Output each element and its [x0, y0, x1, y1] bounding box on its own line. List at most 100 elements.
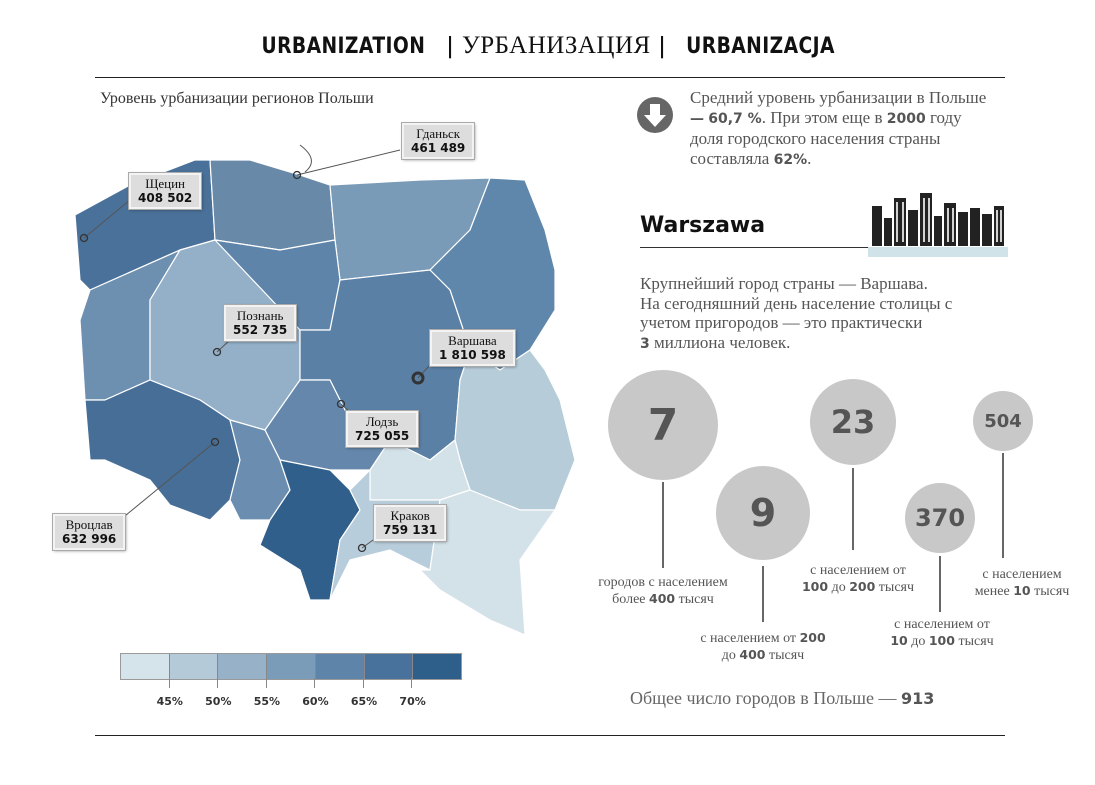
- label-number: 200: [849, 579, 876, 594]
- label-text: с населением от: [810, 563, 906, 578]
- info-text: Средний уровень урбанизации в Польше: [690, 88, 987, 107]
- legend-swatch: [315, 654, 365, 679]
- total-cities: Общее число городов в Польше — 913: [630, 688, 934, 709]
- krakow-marker: [357, 543, 367, 553]
- label-text: с населением: [982, 567, 1062, 582]
- connector-line: [1002, 453, 1004, 558]
- city-name: Вроцлав: [65, 517, 113, 532]
- city-population: 552 735: [233, 323, 288, 337]
- region-dolnoslaskie: [84, 379, 241, 521]
- city-label-poznan: Познань 552 735: [224, 305, 297, 341]
- page-title: URBANIZATION | УРБАНИЗАЦИЯ | URBANIZACJA: [0, 30, 1095, 60]
- warsaw-underline: [640, 247, 872, 248]
- label-number: 10: [890, 633, 908, 648]
- region-lubelskie: [454, 349, 576, 511]
- city-name: Лодзь: [365, 414, 399, 429]
- title-separator: |: [447, 34, 455, 59]
- warsaw-marker: [411, 371, 425, 385]
- warsaw-text: Крупнейший город страны — Варшава.: [640, 274, 928, 293]
- city-population: 461 489: [411, 141, 466, 155]
- warsaw-description: Крупнейший город страны — Варшава. На се…: [640, 274, 1020, 354]
- count-label-200-400k: с населением от 200 до 400 тысяч: [663, 630, 863, 664]
- count-bubble-10-100k: 370: [905, 483, 975, 553]
- city-population: 1 810 598: [439, 348, 506, 362]
- warsaw-heading: Warszawa: [640, 213, 766, 238]
- down-arrow-circle-icon: [637, 97, 673, 133]
- city-name: Щецин: [145, 176, 186, 191]
- warsaw-text: На сегодняшний день население столицы с: [640, 293, 953, 313]
- legend-tick-mark: [168, 678, 170, 688]
- label-text: с населением от: [700, 631, 797, 646]
- label-text: до: [911, 634, 926, 649]
- label-number: 10: [1013, 583, 1031, 598]
- bottom-divider: [95, 735, 1005, 736]
- legend-swatch: [413, 654, 462, 679]
- title-ru: УРБАНИЗАЦИЯ: [462, 32, 651, 59]
- legend-swatch: [169, 654, 219, 679]
- legend-tick-mark: [362, 678, 364, 688]
- legend-tick-mark: [217, 678, 219, 688]
- lodz-marker: [336, 399, 346, 409]
- label-text: до: [831, 580, 846, 595]
- total-value: 913: [901, 689, 935, 708]
- szczecin-marker: [79, 233, 89, 243]
- city-population: 759 131: [383, 523, 438, 537]
- gdansk-marker: [292, 170, 302, 180]
- label-text: тысяч: [1034, 584, 1070, 599]
- info-average-value: 60,7 %: [708, 110, 762, 127]
- label-number: 100: [801, 579, 829, 594]
- city-population: 408 502: [138, 191, 193, 205]
- count-bubble-under-10k: 504: [973, 391, 1033, 451]
- legend-swatch: [364, 654, 414, 679]
- city-population: 725 055: [355, 429, 410, 443]
- label-number: 200: [799, 630, 826, 645]
- legend-tick-label: 65%: [350, 695, 378, 708]
- label-text: тысяч: [878, 580, 915, 595]
- legend-tick-label: 55%: [253, 695, 281, 708]
- legend-tick-mark: [265, 678, 267, 688]
- count-bubble-200-400k: 9: [716, 466, 810, 560]
- label-text: тысяч: [678, 592, 714, 607]
- warsaw-text: миллиона человек.: [654, 332, 791, 352]
- info-share: 62%: [773, 151, 808, 168]
- warsaw-text: учетом пригородов — это практически: [640, 313, 923, 332]
- legend-tick-mark: [411, 678, 413, 688]
- legend-swatch: [218, 654, 268, 679]
- info-text: . При этом еще в: [761, 107, 883, 127]
- region-podkarpackie: [419, 489, 556, 636]
- count-label-under-10k: с населением менее 10 тысяч: [922, 567, 1095, 600]
- label-number: 400: [649, 591, 676, 606]
- city-name: Краков: [390, 508, 430, 523]
- region-pomorskie: [209, 159, 336, 251]
- title-separator: |: [658, 34, 666, 59]
- info-text: году доля городского населения страны со…: [690, 107, 962, 168]
- legend-tick-label: 45%: [156, 695, 183, 708]
- legend-tick-label: 60%: [302, 695, 329, 708]
- warsaw-population-number: 3: [640, 335, 650, 352]
- city-skyline-icon: [868, 193, 1008, 257]
- label-text: до: [721, 648, 736, 663]
- city-label-gdansk: Гданьск 461 489: [402, 123, 475, 159]
- top-divider: [95, 77, 1005, 78]
- label-number: 100: [928, 633, 955, 648]
- count-label-400k: городов с населением более 400 тысяч: [563, 575, 763, 608]
- map-subtitle: Уровень урбанизации регионов Польши: [100, 90, 374, 107]
- connector-line: [939, 556, 941, 612]
- count-bubble-100-200k: 23: [810, 379, 896, 465]
- connector-line: [852, 468, 854, 550]
- legend-tick-label: 70%: [399, 695, 426, 708]
- label-number: 400: [739, 647, 766, 662]
- count-label-100-200k: с населением от 100 до 200 тысяч: [758, 563, 958, 596]
- label-text: тысяч: [769, 648, 805, 663]
- title-pl: URBANIZACJA: [686, 34, 836, 59]
- city-label-wroclaw: Вроцлав 632 996: [53, 514, 126, 550]
- urbanization-info-text: Средний уровень урбанизации в Польше — 6…: [690, 88, 990, 170]
- city-name: Варшава: [448, 333, 497, 348]
- city-label-krakow: Краков 759 131: [374, 505, 447, 541]
- count-bubble-400k: 7: [608, 370, 718, 480]
- region-slaskie: [259, 459, 361, 601]
- info-year: 2000: [886, 110, 926, 127]
- city-label-lodz: Лодзь 725 055: [346, 411, 419, 447]
- legend-swatch: [267, 654, 316, 679]
- connector-line: [662, 482, 664, 568]
